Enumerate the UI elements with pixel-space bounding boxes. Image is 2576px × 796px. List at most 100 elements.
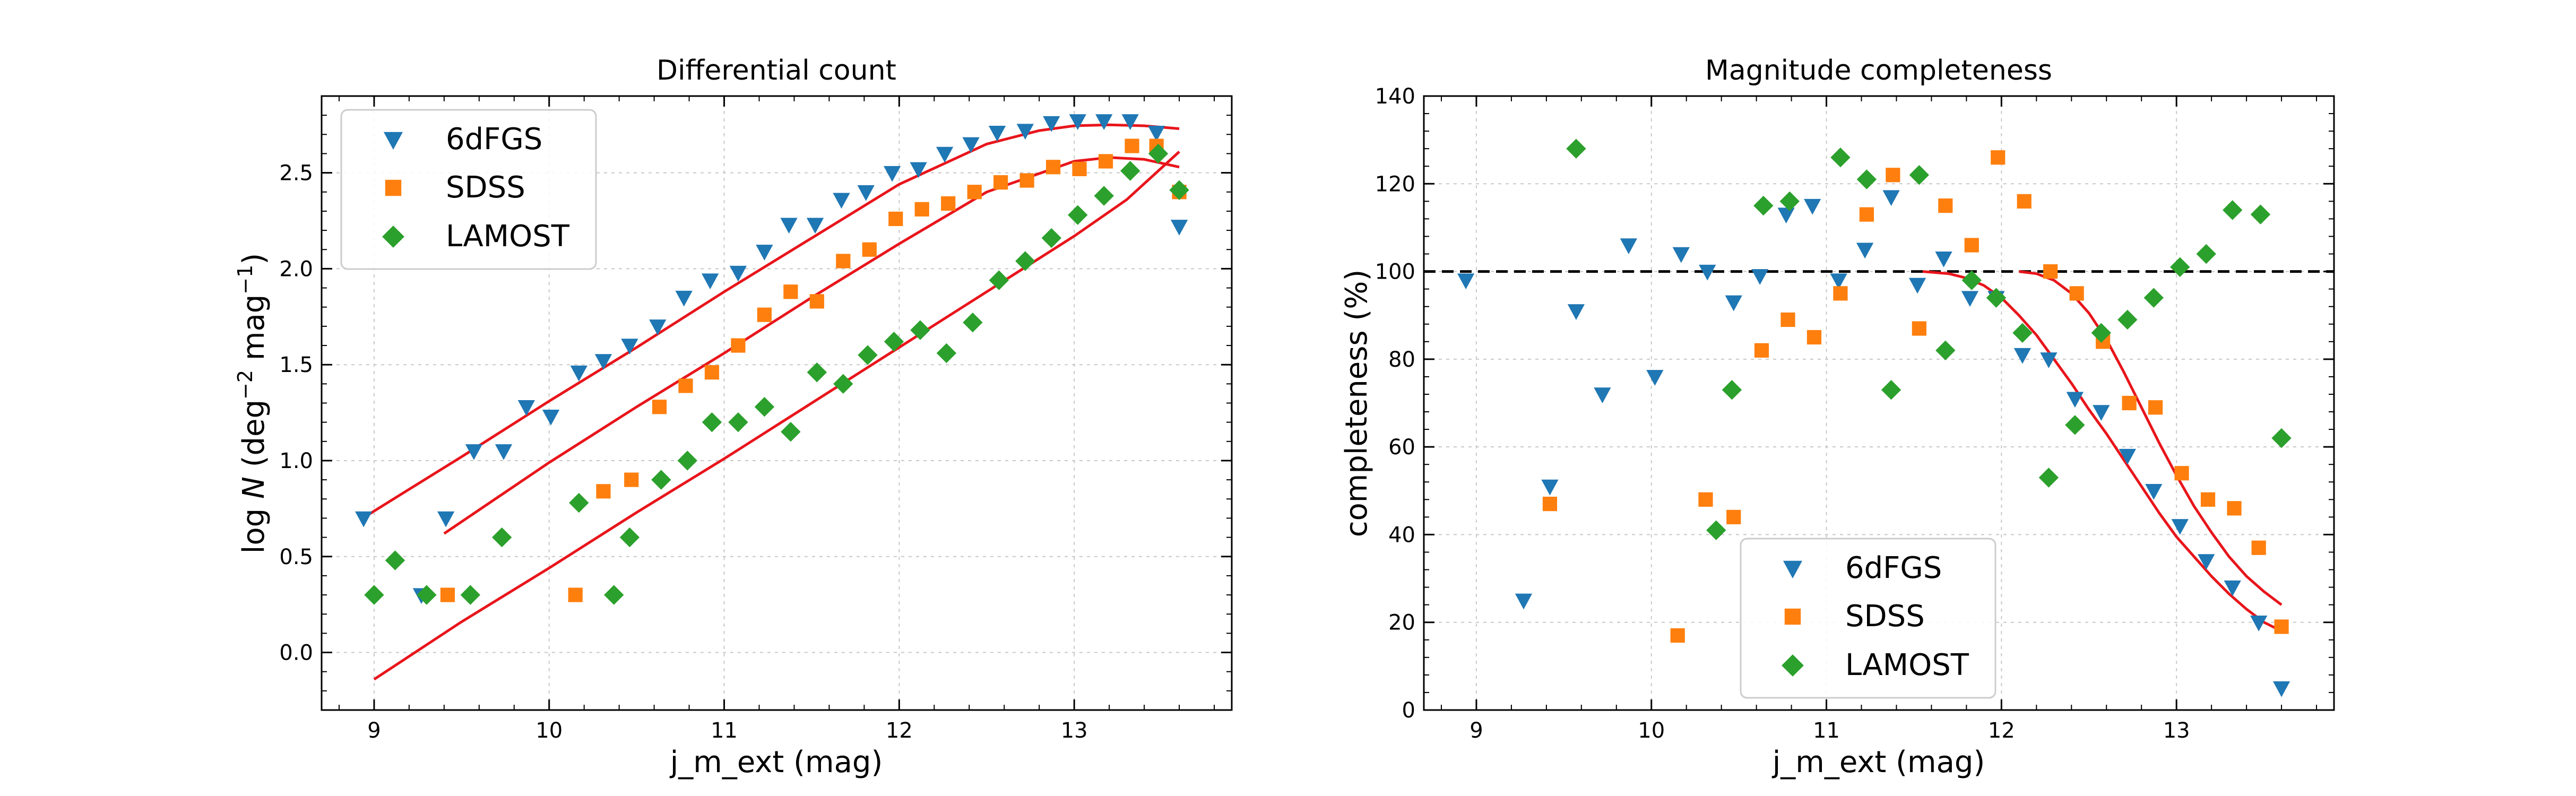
data-point-lamost: [385, 550, 405, 570]
y-tick-label: 120: [1375, 172, 1415, 196]
fit-curve-1: [368, 123, 1180, 516]
data-point-lamost: [1961, 270, 1982, 290]
data-point-lamost: [1909, 165, 1930, 185]
data-point-6dfgs: [1457, 273, 1475, 290]
data-point-sdss: [1886, 168, 1900, 183]
data-point-sdss: [678, 378, 693, 393]
data-point-lamost: [963, 312, 983, 333]
data-point-lamost: [2196, 244, 2216, 264]
data-point-lamost: [910, 320, 930, 340]
x-tick-label: 13: [2163, 719, 2190, 743]
data-point-6dfgs: [1541, 479, 1559, 496]
data-point-lamost: [989, 270, 1009, 290]
data-point-6dfgs: [1121, 114, 1139, 131]
legend-markers-differential-count: [382, 132, 404, 248]
data-point-lamost: [1148, 143, 1169, 164]
data-point-sdss: [1754, 343, 1769, 358]
data-point-sdss: [568, 587, 583, 602]
chart-title-magnitude-completeness: Magnitude completeness: [1705, 55, 2052, 86]
data-point-lamost: [2250, 204, 2271, 224]
data-point-sdss: [914, 202, 929, 217]
y-tick-label: 20: [1388, 611, 1415, 635]
data-point-lamost: [1935, 340, 1956, 361]
x-tick-label: 12: [1988, 719, 2015, 743]
data-point-lamost: [781, 422, 801, 442]
data-point-lamost: [754, 397, 775, 417]
data-point-6dfgs: [495, 444, 513, 460]
data-point-6dfgs: [1882, 190, 1900, 206]
fit-curve-1: [1922, 270, 2283, 633]
data-point-lamost: [1753, 195, 1774, 216]
data-point-6dfgs: [1016, 124, 1034, 140]
data-point-lamost: [2065, 415, 2085, 435]
legend-marker-lamost: [1782, 654, 1804, 677]
data-point-6dfgs: [1804, 198, 1821, 215]
data-point-sdss: [967, 185, 982, 200]
data-point-lamost: [2117, 309, 2138, 330]
data-point-sdss: [652, 400, 667, 414]
x-tick-label: 11: [1813, 719, 1840, 743]
x-tick-label: 9: [1469, 719, 1483, 743]
data-point-6dfgs: [910, 162, 927, 178]
fit-curve-2: [443, 156, 1180, 535]
data-point-lamost: [884, 332, 904, 352]
data-point-6dfgs: [2119, 448, 2136, 465]
data-point-6dfgs: [702, 273, 719, 290]
data-point-sdss: [757, 307, 772, 322]
data-point-6dfgs: [2093, 405, 2110, 421]
ticks-differential-count: 9 10 11 12 13 0.0 0.5 1.0 1.5 2.0 2.5: [279, 96, 1232, 743]
data-point-6dfgs: [884, 166, 901, 182]
x-tick-label: 9: [367, 719, 381, 743]
data-point-sdss: [1045, 160, 1061, 175]
data-point-sdss: [941, 196, 956, 211]
data-point-6dfgs: [2145, 484, 2163, 500]
x-tick-label: 13: [1061, 719, 1088, 743]
data-point-lamost: [1566, 139, 1586, 159]
data-point-sdss: [624, 472, 639, 487]
grid-differential-count: [322, 96, 1232, 710]
data-point-sdss: [1833, 286, 1848, 301]
data-point-6dfgs: [355, 511, 373, 527]
data-point-6dfgs: [2013, 348, 2032, 364]
data-point-6dfgs: [988, 125, 1006, 142]
data-point-lamost: [569, 492, 589, 513]
data-point-6dfgs: [1699, 264, 1716, 281]
data-point-6dfgs: [857, 185, 875, 201]
data-point-6dfgs: [437, 511, 455, 527]
data-point-sdss: [2227, 501, 2242, 516]
data-point-6dfgs: [675, 290, 693, 307]
data-point-lamost: [460, 585, 481, 605]
data-point-6dfgs: [2198, 554, 2215, 570]
legend-box: [1740, 538, 1996, 699]
data-point-6dfgs: [1830, 273, 1847, 290]
data-point-lamost: [702, 412, 722, 432]
data-point-sdss: [888, 211, 903, 226]
data-point-lamost: [2038, 468, 2059, 488]
magnitude-completeness-panel: 9 10 11 12 13 0 20 40 60 80 100 120 140 Magnitude co…: [1339, 55, 2335, 780]
y-tick-label: 2.0: [279, 257, 313, 281]
data-point-6dfgs: [1856, 243, 1874, 259]
data-point-sdss: [809, 294, 824, 309]
data-point-lamost: [1986, 288, 2007, 308]
data-point-lamost: [492, 527, 512, 548]
data-point-lamost: [2091, 323, 2112, 343]
data-point-sdss: [2069, 286, 2084, 301]
plot-frame-magnitude-completeness: [1423, 95, 2335, 711]
y-tick-label: 80: [1388, 348, 1415, 372]
data-point-6dfgs: [1515, 593, 1533, 610]
x-tick-label: 10: [1638, 719, 1665, 743]
data-point-lamost: [728, 412, 748, 432]
data-point-sdss: [2200, 492, 2216, 507]
data-point-6dfgs: [1672, 247, 1690, 263]
legend-label-sdss: SDSS: [1845, 599, 1925, 634]
data-point-6dfgs: [2171, 519, 2189, 535]
y-tick-label: 2.5: [279, 161, 313, 186]
legend-marker-lamost: [382, 226, 404, 248]
legend-marker-6dfgs: [1783, 560, 1803, 578]
data-point-lamost: [1041, 228, 1061, 248]
data-point-sdss: [1072, 161, 1087, 176]
x-tick-label: 10: [535, 719, 563, 743]
y-tick-label: 1.5: [279, 353, 313, 377]
data-points-differential-count: [355, 114, 1189, 605]
data-point-6dfgs: [1777, 207, 1795, 224]
